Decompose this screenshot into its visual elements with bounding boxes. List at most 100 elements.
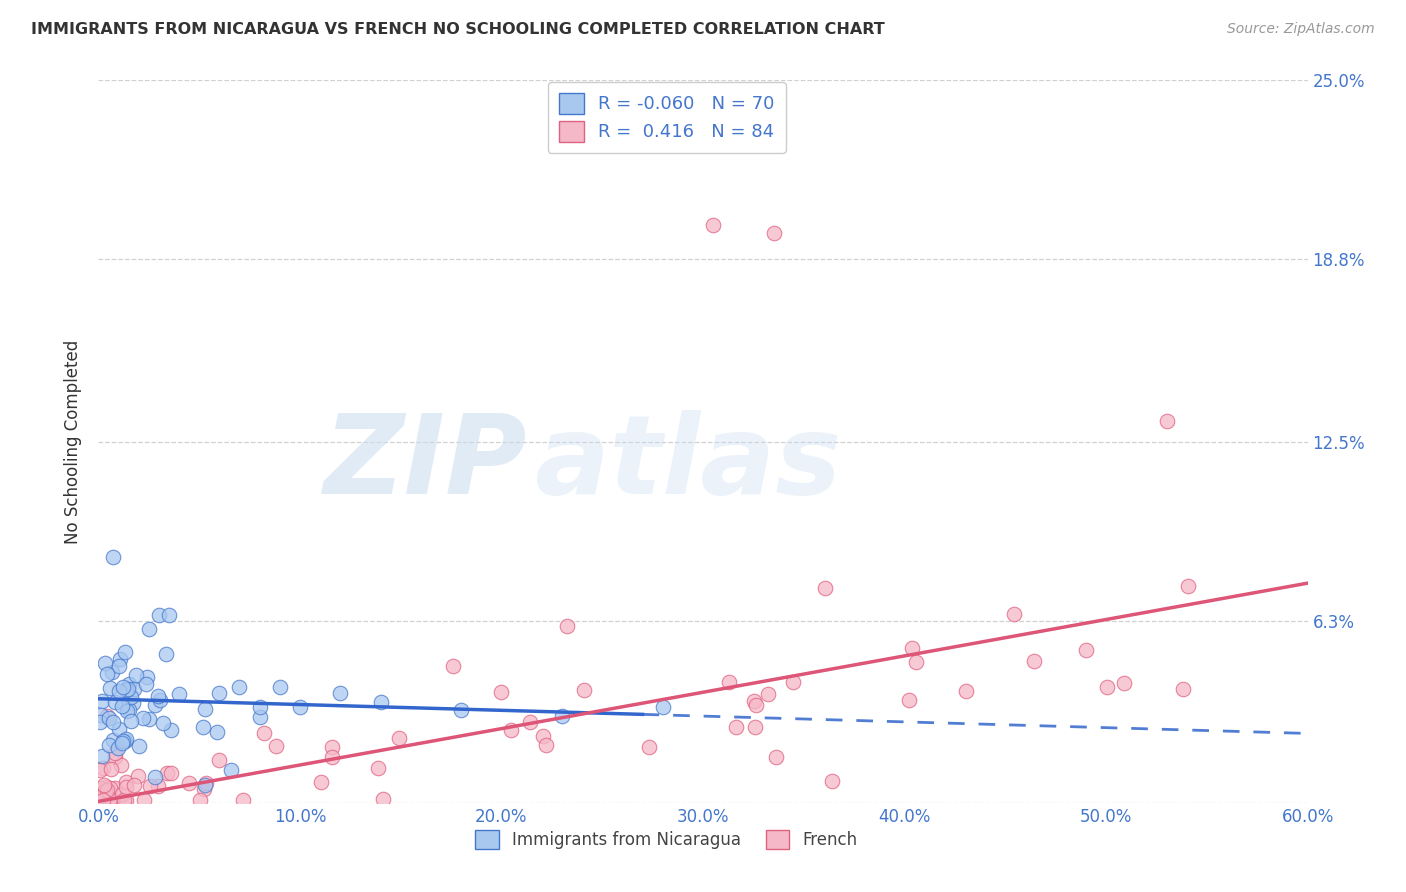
Point [724,720,747,734]
Point [127,769,149,783]
Point [125,668,148,682]
Point [136,670,159,684]
Point [637,739,659,754]
Point [651,700,673,714]
Point [120,714,142,728]
Point [1171,681,1194,696]
Point [499,723,522,737]
Point [111,787,134,801]
Point [188,793,211,807]
Point [156,766,179,780]
Point [177,776,200,790]
Point [89,715,111,730]
Point [112,696,135,710]
Point [195,775,218,789]
Point [139,779,162,793]
Point [90,707,112,722]
Point [112,734,135,748]
Point [107,740,129,755]
Point [97,793,120,807]
Point [1002,607,1025,622]
Point [98,681,121,695]
Point [897,693,920,707]
Point [157,607,180,622]
Point [104,750,127,764]
Point [91,793,114,807]
Point [108,659,131,673]
Point [90,748,112,763]
Point [717,675,740,690]
Point [114,793,136,807]
Point [208,686,231,700]
Point [309,774,332,789]
Point [551,709,574,723]
Point [228,680,250,694]
Point [117,682,139,697]
Point [96,783,118,797]
Point [122,682,145,697]
Point [98,780,121,795]
Point [101,715,124,730]
Point [103,733,125,747]
Point [115,704,138,718]
Point [745,698,768,713]
Point [104,695,127,709]
Point [900,640,922,655]
Point [1156,414,1178,428]
Point [269,680,291,694]
Text: ZIP: ZIP [325,409,527,516]
Point [555,619,578,633]
Point [155,647,177,661]
Point [145,698,167,713]
Point [98,738,121,752]
Point [167,687,190,701]
Point [742,694,765,708]
Point [108,684,131,698]
Point [765,749,787,764]
Point [232,793,254,807]
Point [329,686,352,700]
Point [111,681,134,695]
Point [208,753,231,767]
Point [194,702,217,716]
Point [148,607,170,622]
Point [782,674,804,689]
Point [101,550,124,565]
Point [821,774,844,789]
Point [149,693,172,707]
Text: IMMIGRANTS FROM NICARAGUA VS FRENCH NO SCHOOLING COMPLETED CORRELATION CHART: IMMIGRANTS FROM NICARAGUA VS FRENCH NO S… [31,22,884,37]
Point [91,694,114,708]
Point [132,710,155,724]
Point [121,696,143,710]
Point [1022,654,1045,668]
Point [146,779,169,793]
Point [118,703,141,717]
Point [112,793,135,807]
Point [114,732,136,747]
Point [762,227,785,241]
Point [194,778,217,792]
Point [321,750,343,764]
Point [138,623,160,637]
Point [371,792,394,806]
Point [744,720,766,734]
Point [367,762,389,776]
Point [115,682,138,697]
Point [107,722,129,736]
Point [104,781,127,796]
Point [114,645,136,659]
Point [1177,579,1199,593]
Point [955,683,977,698]
Point [98,791,121,805]
Point [519,715,541,730]
Point [89,789,111,804]
Point [249,710,271,724]
Point [115,774,138,789]
Point [1112,675,1135,690]
Point [94,784,117,798]
Point [91,761,114,775]
Text: Source: ZipAtlas.com: Source: ZipAtlas.com [1227,22,1375,37]
Y-axis label: No Schooling Completed: No Schooling Completed [65,340,83,543]
Point [93,778,115,792]
Point [321,739,343,754]
